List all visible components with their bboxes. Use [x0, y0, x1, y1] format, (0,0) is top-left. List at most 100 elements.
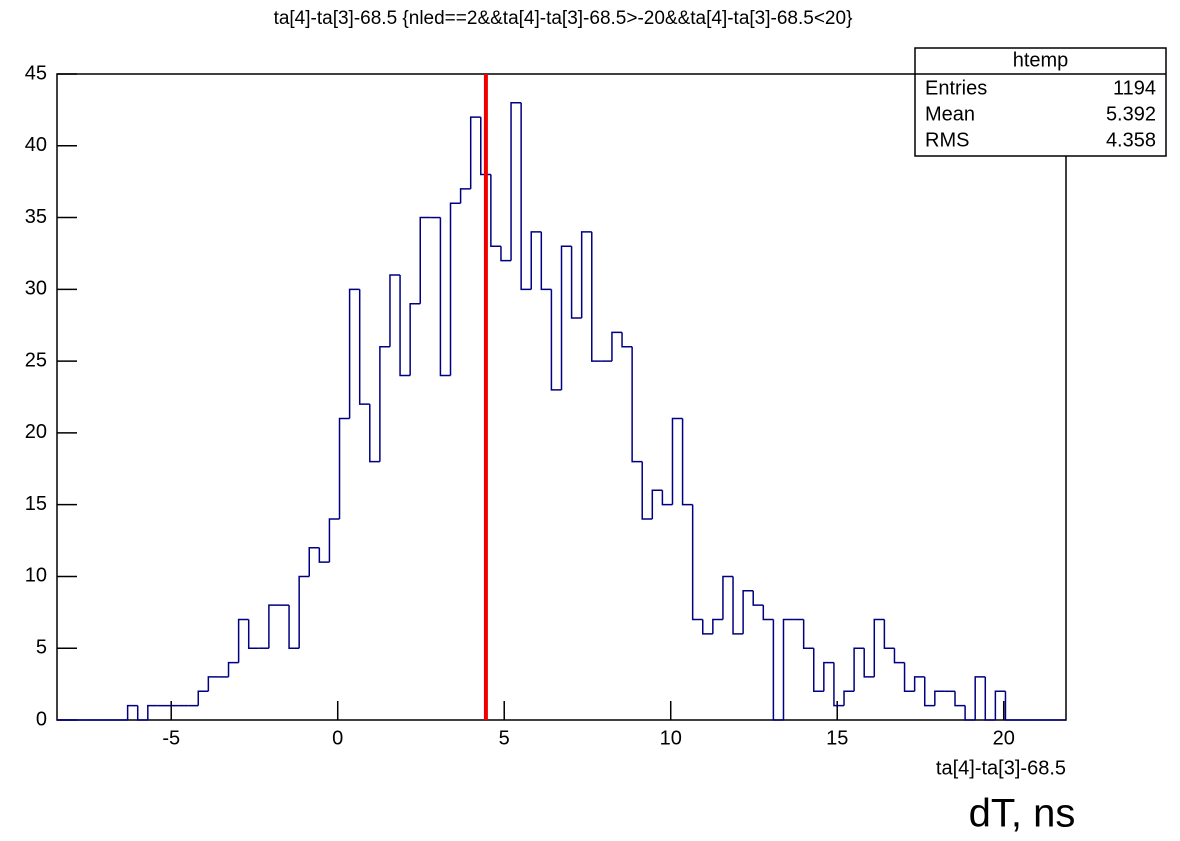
histogram-bin — [883, 619, 895, 649]
annotation: dT, ns — [969, 792, 1076, 836]
histogram-bin — [651, 489, 663, 520]
histogram-bin — [813, 648, 824, 693]
histogram-bin — [308, 546, 320, 577]
histogram-bin — [379, 346, 390, 462]
histogram-bin — [833, 662, 845, 707]
histogram-bin — [126, 704, 138, 720]
histogram-bin — [913, 676, 925, 692]
histogram-bin — [490, 174, 501, 248]
histogram-bin — [469, 116, 481, 189]
y-tick-label: 40 — [25, 134, 47, 156]
histogram-bin — [762, 605, 774, 621]
histogram-bin — [268, 604, 279, 649]
stats-label: Entries — [925, 77, 987, 99]
y-tick-label: 15 — [25, 493, 47, 515]
histogram-bin — [540, 231, 552, 291]
histogram-bin — [147, 704, 158, 720]
stats-label: Mean — [925, 103, 975, 125]
histogram-bin — [459, 188, 471, 204]
histogram-bin — [580, 231, 592, 319]
histogram-bin — [136, 705, 148, 721]
histogram-bin — [661, 490, 673, 506]
y-tick-label: 0 — [36, 708, 47, 730]
histogram-bin — [843, 690, 855, 706]
y-tick-label: 10 — [25, 565, 47, 587]
histogram-bin — [752, 590, 764, 606]
histogram-bin — [974, 676, 986, 720]
histogram-bin — [984, 676, 996, 721]
x-tick-label: 15 — [826, 727, 848, 749]
histogram-bin — [500, 246, 512, 262]
x-tick-label: 20 — [993, 727, 1015, 749]
y-tick-label: 5 — [36, 637, 47, 659]
histogram-bin — [641, 461, 653, 520]
histogram-bin — [823, 661, 834, 692]
histogram-bin — [197, 690, 209, 706]
histogram-bin — [681, 418, 693, 506]
histogram-bin — [772, 619, 784, 721]
histogram-bin — [802, 619, 814, 649]
histogram-bin — [338, 417, 350, 520]
histogram-bin — [611, 331, 623, 362]
histogram-bin — [227, 661, 239, 677]
histogram-bin — [449, 202, 461, 376]
histogram-bin — [712, 618, 723, 634]
histogram-bin — [722, 575, 734, 620]
histogram-bin — [964, 705, 976, 721]
histogram-bin — [328, 518, 340, 563]
stats-value: 4.358 — [1106, 129, 1156, 151]
histogram-bin — [873, 618, 885, 677]
histogram-bin — [853, 647, 865, 692]
histogram-bin — [318, 547, 330, 563]
chart-title: ta[4]-ta[3]-68.5 {nled==2&&ta[4]-ta[3]-6… — [274, 8, 853, 29]
histogram-bin — [348, 288, 360, 419]
histogram-bin — [520, 102, 532, 291]
stats-value: 5.392 — [1106, 103, 1156, 125]
histogram-bin — [530, 231, 542, 290]
y-tick-label: 25 — [25, 349, 47, 371]
histogram-bin — [742, 590, 754, 634]
histogram-bin — [732, 576, 744, 635]
histogram-bin — [782, 618, 794, 720]
histogram-bin — [369, 404, 380, 463]
stats-label: RMS — [925, 129, 969, 151]
histogram-bin — [621, 332, 633, 348]
y-tick-label: 35 — [25, 206, 47, 228]
stats-value: 1194 — [1113, 77, 1156, 99]
histogram-bin — [903, 662, 915, 693]
histogram-bin — [298, 575, 310, 649]
y-tick-label: 45 — [25, 62, 47, 84]
y-tick-label: 30 — [25, 278, 47, 300]
y-tick-label: 20 — [25, 421, 47, 443]
x-tick-label: 10 — [660, 727, 682, 749]
histogram-bin — [409, 302, 421, 376]
stats-box — [914, 47, 1167, 157]
histogram-bin — [702, 619, 713, 635]
stats-title: htemp — [1013, 49, 1069, 71]
x-axis-label: ta[4]-ta[3]-68.5 — [936, 757, 1066, 779]
x-tick-label: 0 — [332, 727, 343, 749]
histogram-bin — [439, 217, 451, 377]
frame — [56, 73, 1067, 721]
histogram-bin — [389, 274, 401, 347]
histogram-bin — [237, 618, 249, 663]
histogram-bin — [893, 648, 905, 664]
x-tick-label: -5 — [162, 727, 180, 749]
histogram-bin — [691, 504, 703, 621]
histogram-bin — [247, 619, 259, 649]
histogram-bin — [207, 676, 219, 692]
histogram-bin — [923, 676, 935, 707]
histogram-bin — [560, 245, 572, 390]
histogram-bin — [954, 691, 966, 707]
histogram-bin — [591, 231, 602, 362]
histogram-bin — [671, 417, 683, 505]
histogram-bin — [510, 101, 522, 261]
histogram-bin — [631, 346, 643, 463]
histogram-bin — [550, 289, 562, 391]
x-tick-label: 5 — [499, 727, 510, 749]
histogram-bin — [288, 605, 300, 649]
histogram-bin — [863, 648, 875, 678]
histogram-bin — [419, 216, 431, 304]
histogram-bin — [399, 274, 411, 377]
